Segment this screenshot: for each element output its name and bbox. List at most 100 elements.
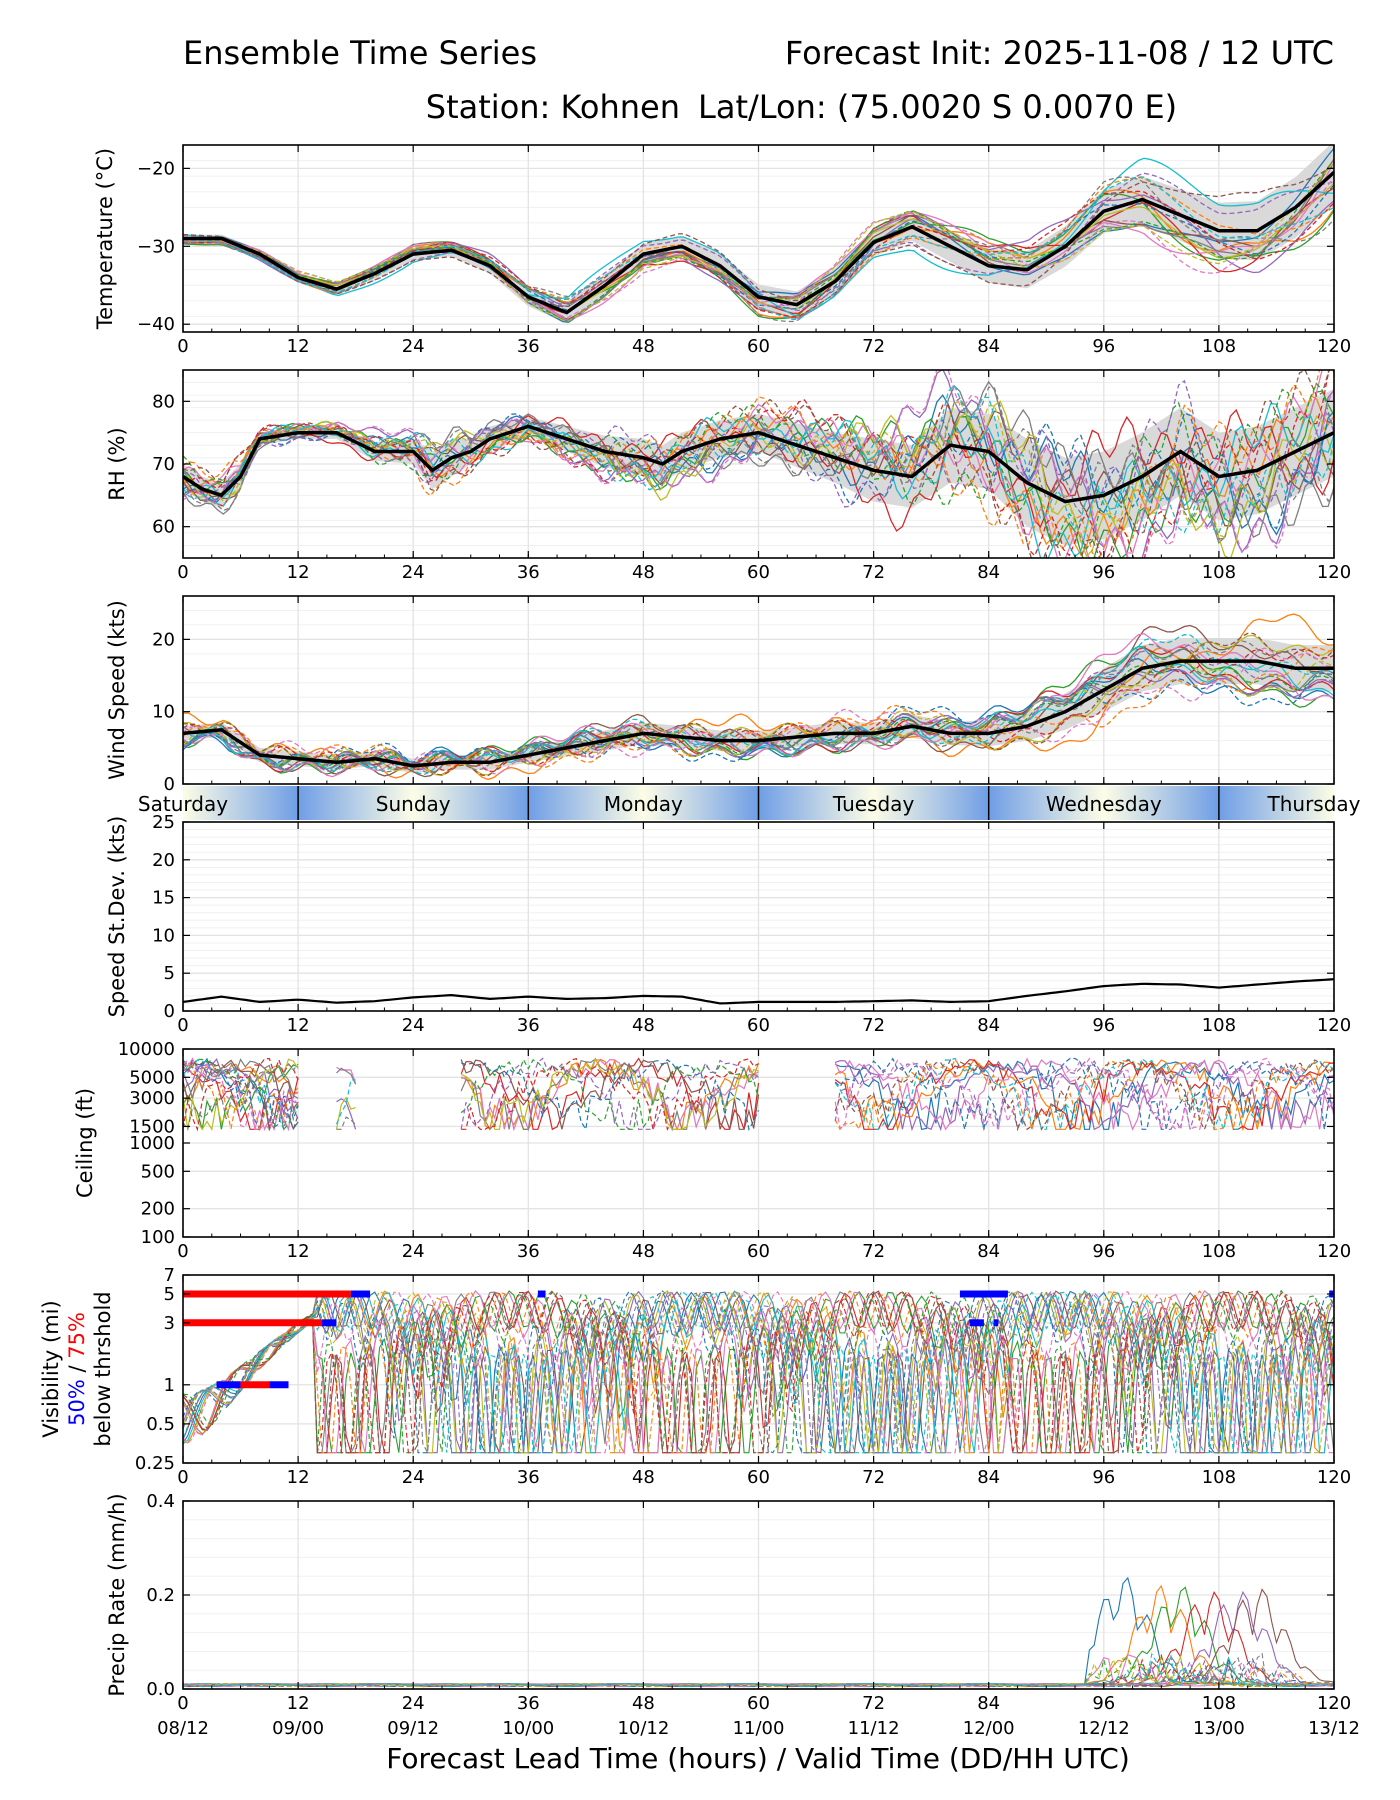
x-tick-label: 96: [1092, 336, 1115, 357]
y-tick-label: 200: [141, 1199, 175, 1220]
x-tick-label: 96: [1092, 1015, 1115, 1036]
member-line: [183, 1057, 299, 1132]
y-tick-label: 1: [164, 1375, 175, 1396]
x-tick-label: 24: [402, 1241, 425, 1262]
day-segment: [758, 786, 989, 820]
member-line: [183, 1058, 299, 1132]
x-tick-label: 36: [517, 562, 540, 583]
x-tick-label: 60: [747, 1467, 770, 1488]
y-axis-label-below: below thrshold: [91, 1291, 115, 1446]
x-tick-label: 108: [1202, 562, 1236, 583]
member-line: [834, 1058, 1334, 1132]
ensemble-mean-line: [183, 171, 1334, 315]
x-tick-label: 84: [977, 1241, 1000, 1262]
label-75pct: 75%: [65, 1312, 89, 1359]
member-line: [183, 370, 1334, 558]
y-tick-label: 10000: [118, 1039, 175, 1060]
member-line: [460, 1057, 760, 1131]
member-line: [183, 633, 1334, 778]
title-left: Ensemble Time Series: [183, 34, 537, 72]
x-tick-label: 24: [402, 1015, 425, 1036]
day-label: Tuesday: [832, 792, 915, 816]
day-segment: [1218, 786, 1334, 820]
member-line: [183, 640, 1334, 774]
member-line: [183, 646, 1334, 768]
y-tick-label: 20: [152, 850, 175, 871]
x-tick-label: 120: [1317, 1467, 1351, 1488]
x-tick-label: 108: [1202, 1467, 1236, 1488]
station-label: Station: Kohnen: [426, 88, 680, 126]
member-line: [183, 648, 1334, 773]
y-tick-label: 1500: [129, 1116, 175, 1137]
member-line: [183, 390, 1334, 558]
member-line: [461, 1057, 759, 1131]
valid-time-label: 13/12: [1308, 1718, 1360, 1739]
x-tick-label: 48: [632, 336, 655, 357]
latlon-label: Lat/Lon: (75.0020 S 0.0070 E): [698, 88, 1177, 126]
member-line: [183, 1290, 1334, 1454]
x-tick-label: 12: [287, 1241, 310, 1262]
x-tick-label: 0: [177, 1693, 188, 1714]
x-tick-label: 84: [977, 562, 1000, 583]
day-label: Wednesday: [1046, 792, 1162, 816]
member-line: [335, 1096, 356, 1130]
day-segment: [988, 786, 1219, 820]
member-line: [183, 370, 1330, 558]
x-tick-label: 60: [747, 1241, 770, 1262]
member-line: [183, 384, 1334, 535]
x-tick-label: 0: [177, 1015, 188, 1036]
x-tick-label: 72: [862, 336, 885, 357]
member-line: [183, 1058, 299, 1099]
title-right: Forecast Init: 2025-11-08 / 12 UTC: [785, 34, 1334, 72]
x-tick-label: 60: [747, 336, 770, 357]
valid-time-label: 11/12: [848, 1718, 900, 1739]
member-line: [183, 647, 1334, 775]
x-tick-label: 84: [977, 1015, 1000, 1036]
member-line: [183, 1057, 299, 1132]
y-tick-label: 5000: [129, 1067, 175, 1088]
y-tick-label: 10: [152, 702, 175, 723]
valid-time-label: 09/12: [387, 1718, 439, 1739]
y-axis-label: RH (%): [105, 427, 129, 500]
x-tick-label: 48: [632, 1467, 655, 1488]
x-tick-label: 24: [402, 336, 425, 357]
member-line: [183, 672, 1334, 765]
x-tick-label: 96: [1092, 562, 1115, 583]
y-tick-label: 100: [141, 1227, 175, 1248]
plot-area: [183, 370, 1334, 558]
day-label: Monday: [604, 792, 683, 816]
day-label: Saturday: [138, 792, 228, 816]
x-tick-label: 108: [1202, 1693, 1236, 1714]
x-tick-label: 84: [977, 1693, 1000, 1714]
y-tick-label: 0.25: [135, 1453, 175, 1474]
x-tick-label: 12: [287, 562, 310, 583]
y-tick-label: 5: [164, 963, 175, 984]
member-line: [183, 1290, 1334, 1455]
member-line: [834, 1057, 1334, 1130]
x-tick-label: 96: [1092, 1467, 1115, 1488]
panel-temperature: −40 −30 −20 0 12 24 36 48 60 72 84 96 108 120 Temperat…: [93, 144, 1351, 357]
valid-time-label: 12/12: [1078, 1718, 1130, 1739]
ensemble-mean-line: [183, 659, 1334, 768]
day-segment: [528, 786, 759, 820]
y-tick-label: 3000: [129, 1088, 175, 1109]
y-tick-label: 0.5: [146, 1414, 175, 1435]
member-line: [183, 157, 1334, 317]
y-tick-label: −30: [137, 236, 175, 257]
x-tick-label: 60: [747, 1015, 770, 1036]
y-tick-label: 15: [152, 888, 175, 909]
x-tick-label: 12: [287, 1693, 310, 1714]
y-axis-label-pct: 50% / 75%: [65, 1312, 89, 1426]
day-label: Sunday: [376, 792, 451, 816]
member-line: [183, 634, 1334, 775]
day-segment: [298, 786, 529, 820]
member-line: [834, 1060, 1334, 1132]
member-line: [183, 624, 1334, 778]
panel-speed_stdev: 0 5 10 15 20 25 0 12 24 36 48 60 72 84 96 108 120 Speed S…: [105, 812, 1351, 1036]
member-line: [183, 400, 1334, 538]
y-tick-label: 0.0: [146, 1679, 175, 1700]
valid-time-label: 11/00: [733, 1718, 785, 1739]
y-axis-label: Wind Speed (kts): [105, 600, 129, 780]
x-tick-label: 12: [287, 336, 310, 357]
